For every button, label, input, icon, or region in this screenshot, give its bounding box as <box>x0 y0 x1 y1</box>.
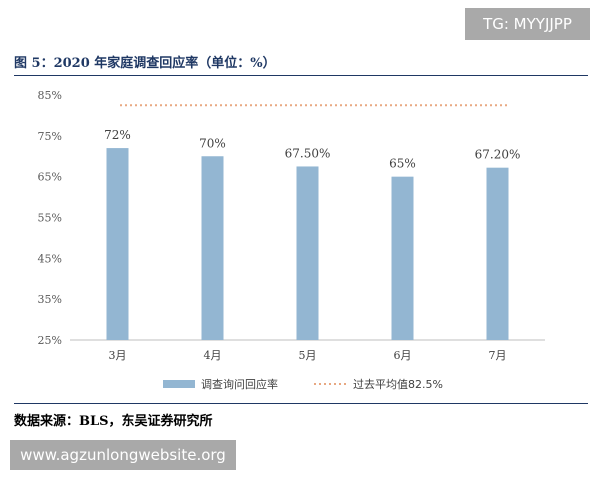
bar <box>106 148 129 340</box>
y-tick-label: 65% <box>38 171 62 184</box>
data-label: 72% <box>104 128 131 142</box>
watermark-bottom: www.agzunlongwebsite.org <box>10 440 236 470</box>
legend-label-reference: 过去平均值82.5% <box>353 378 443 391</box>
x-tick-label: 7月 <box>489 349 507 362</box>
bar <box>391 176 414 340</box>
x-tick-label: 3月 <box>109 349 127 362</box>
bar-chart: 25% 35% 45% 55% 65% 75% 85% 72% 3月 70% 4月 67.50% 5月 6… <box>38 89 545 391</box>
watermark-top: TG: MYYJJPP <box>465 8 590 40</box>
source-rule <box>14 403 588 404</box>
y-tick-label: 35% <box>38 293 62 306</box>
x-tick-label: 4月 <box>204 349 222 362</box>
x-tick-label: 6月 <box>394 349 412 362</box>
data-label: 70% <box>199 136 226 150</box>
figure-title: 图 5：2020 年家庭调查回应率（单位：%） <box>14 56 276 71</box>
bar <box>296 166 319 340</box>
legend-swatch-bars <box>163 380 195 388</box>
bar <box>201 156 224 340</box>
data-label: 65% <box>389 157 416 171</box>
y-tick-label: 55% <box>38 212 62 225</box>
bar <box>486 167 509 340</box>
y-tick-label: 45% <box>38 252 62 265</box>
data-label: 67.50% <box>285 146 331 160</box>
legend-label-bars: 调查询问回应率 <box>201 377 278 391</box>
y-tick-label: 85% <box>38 89 62 102</box>
title-rule <box>14 75 588 76</box>
y-tick-label: 25% <box>38 334 62 347</box>
data-label: 67.20% <box>475 148 521 162</box>
x-tick-label: 5月 <box>299 349 317 362</box>
y-tick-label: 75% <box>38 130 62 143</box>
source-note: 数据来源：BLS，东吴证券研究所 <box>14 414 213 429</box>
